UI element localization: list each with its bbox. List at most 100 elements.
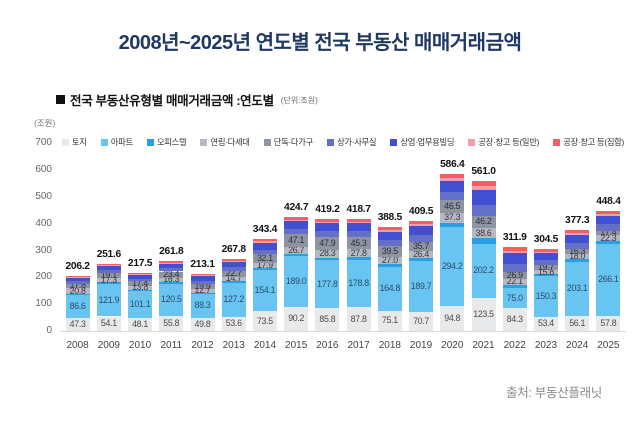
y-axis-tick-300: 300 xyxy=(35,244,52,256)
bar-segment-2013-오피스텔 xyxy=(221,280,246,283)
bullet-square-icon xyxy=(56,95,65,104)
legend-swatch-icon xyxy=(200,138,208,146)
legend-item-9: 공장·창고 등(집합) xyxy=(553,136,624,148)
total-label-2019: 409.5 xyxy=(408,206,434,218)
segment-value-label: 26.7 xyxy=(288,244,305,255)
bar-segment-2025-공장·창고 등(집합) xyxy=(596,210,621,215)
segment-value-label: 90.2 xyxy=(288,313,305,324)
total-label-2016: 419.2 xyxy=(315,203,340,215)
x-axis-label-2021: 2021 xyxy=(472,340,495,351)
segment-value-label: 35.7 xyxy=(413,240,429,251)
bar-segment-2011-상업·업무용빌딩 xyxy=(159,263,184,269)
bar-segment-2024-아파트 xyxy=(565,261,590,316)
bar-segment-2016-아파트 xyxy=(315,260,340,308)
segment-value-label: 47.3 xyxy=(69,319,86,330)
segment-value-label: 87.8 xyxy=(350,313,367,324)
legend-label: 공장·창고 등(일반) xyxy=(478,137,540,147)
bar-segment-2017-연립·다세대 xyxy=(346,249,371,257)
segment-value-label: 120.5 xyxy=(161,294,182,305)
total-label-2020: 586.4 xyxy=(440,158,465,170)
bar-segment-2016-공장·창고 등(집합) xyxy=(315,218,340,222)
bar-segment-2012-오피스텔 xyxy=(190,292,215,294)
x-axis-label-2009: 2009 xyxy=(97,340,120,351)
bar-segment-2013-연립·다세대 xyxy=(221,276,246,281)
segment-value-label: 123.5 xyxy=(473,308,494,319)
chart-subtitle-unit: (단위:조원) xyxy=(280,96,318,105)
legend-swatch-icon xyxy=(146,138,154,146)
total-label-2009: 251.6 xyxy=(96,248,122,260)
segment-value-label: 28.3 xyxy=(319,248,336,259)
segment-value-label: 127.2 xyxy=(223,294,244,305)
bar-segment-2021-상가·사무실 xyxy=(471,204,496,216)
segment-value-label: 39.5 xyxy=(381,245,398,256)
segment-value-label: 266.1 xyxy=(598,274,619,285)
bar-segment-2023-공장·창고 등(일반) xyxy=(533,251,558,254)
y-axis-tick-100: 100 xyxy=(35,298,52,310)
total-label-2017: 418.7 xyxy=(346,203,371,215)
legend-swatch-icon xyxy=(390,138,398,146)
bar-segment-2019-연립·다세대 xyxy=(409,251,434,259)
bar-segment-2021-연립·다세대 xyxy=(471,228,496,239)
bar-segment-2019-상가·사무실 xyxy=(409,235,434,242)
legend-swatch-icon xyxy=(327,138,335,146)
bar-segment-2015-연립·다세대 xyxy=(284,246,309,254)
segment-value-label: 22.1 xyxy=(506,276,523,287)
segment-value-label: 84.3 xyxy=(506,314,523,325)
x-axis-label-2008: 2008 xyxy=(66,340,89,351)
page-title: 2008년~2025년 연도별 전국 부동산 매매거래금액 xyxy=(118,32,522,54)
segment-value-label: 154.1 xyxy=(254,285,276,296)
segment-value-label: 32.1 xyxy=(256,253,273,264)
bar-segment-2013-아파트 xyxy=(221,282,246,317)
legend-label: 연립·다세대 xyxy=(210,137,250,147)
segment-value-label: 85.8 xyxy=(319,314,336,324)
x-axis-label-2011: 2011 xyxy=(160,340,183,351)
total-label-2024: 377.3 xyxy=(565,214,590,226)
segment-value-label: 46.2 xyxy=(475,216,492,227)
segment-value-label: 17.4 xyxy=(600,227,617,238)
y-axis-tick-600: 600 xyxy=(35,164,52,176)
x-axis-label-2017: 2017 xyxy=(347,340,370,351)
legend-label: 오피스텔 xyxy=(156,137,187,147)
total-label-2008: 206.2 xyxy=(65,260,90,272)
bar-segment-2008-공장·창고 등(집합) xyxy=(65,275,90,277)
bar-segment-2015-공장·창고 등(일반) xyxy=(284,219,309,222)
bar-segment-2022-오피스텔 xyxy=(502,284,527,289)
segment-value-label: 27.0 xyxy=(381,254,398,265)
x-axis-label-2023: 2023 xyxy=(534,340,558,351)
bar-segment-2008-공장·창고 등(일반) xyxy=(65,276,90,278)
bar-segment-2020-오피스텔 xyxy=(440,222,465,227)
chart-subtitle-row: 전국 부동산유형별 매매거래금액 :연도별 (단위:조원) xyxy=(56,90,318,109)
total-label-2023: 304.5 xyxy=(533,234,559,246)
bar-segment-2021-오피스텔 xyxy=(471,238,496,244)
bar-segment-2010-아파트 xyxy=(128,291,153,319)
bar-segment-2023-단독·다가구 xyxy=(533,264,558,270)
bar-segment-2022-상가·사무실 xyxy=(502,264,527,272)
bar-segment-2018-아파트 xyxy=(377,266,402,311)
bar-segment-2024-단독·다가구 xyxy=(565,249,590,254)
x-axis-label-2013: 2013 xyxy=(222,340,245,351)
bar-segment-2012-연립·다세대 xyxy=(190,289,215,293)
total-label-2013: 267.8 xyxy=(221,244,247,256)
legend-label: 상가·사무실 xyxy=(337,137,377,147)
bar-segment-2016-상업·업무용빌딩 xyxy=(315,223,340,232)
bar-segment-2008-단독·다가구 xyxy=(65,283,90,289)
bar-segment-2008-토지 xyxy=(65,318,90,331)
y-axis-tick-0: 0 xyxy=(46,325,52,336)
legend-swatch-icon xyxy=(62,138,69,146)
bar-segment-2019-토지 xyxy=(409,312,434,331)
bar-segment-2025-공장·창고 등(일반) xyxy=(596,214,621,216)
x-axis-baseline xyxy=(60,331,626,332)
legend-label: 토지 xyxy=(72,137,87,147)
bar-segment-2017-상업·업무용빌딩 xyxy=(346,223,371,232)
bar-segment-2009-토지 xyxy=(96,316,121,331)
bar-segment-2025-오피스텔 xyxy=(596,241,621,245)
bar-segment-2016-공장·창고 등(일반) xyxy=(315,221,340,224)
bar-segment-2008-상가·사무실 xyxy=(65,281,90,284)
bar-segment-2014-단독·다가구 xyxy=(252,254,277,263)
bar-segment-2023-토지 xyxy=(533,316,558,331)
segment-value-label: 38.6 xyxy=(475,227,492,238)
segment-value-label: 27.8 xyxy=(350,247,367,258)
total-label-2014: 343.4 xyxy=(252,223,278,235)
bar-segment-2013-단독·다가구 xyxy=(221,270,246,277)
